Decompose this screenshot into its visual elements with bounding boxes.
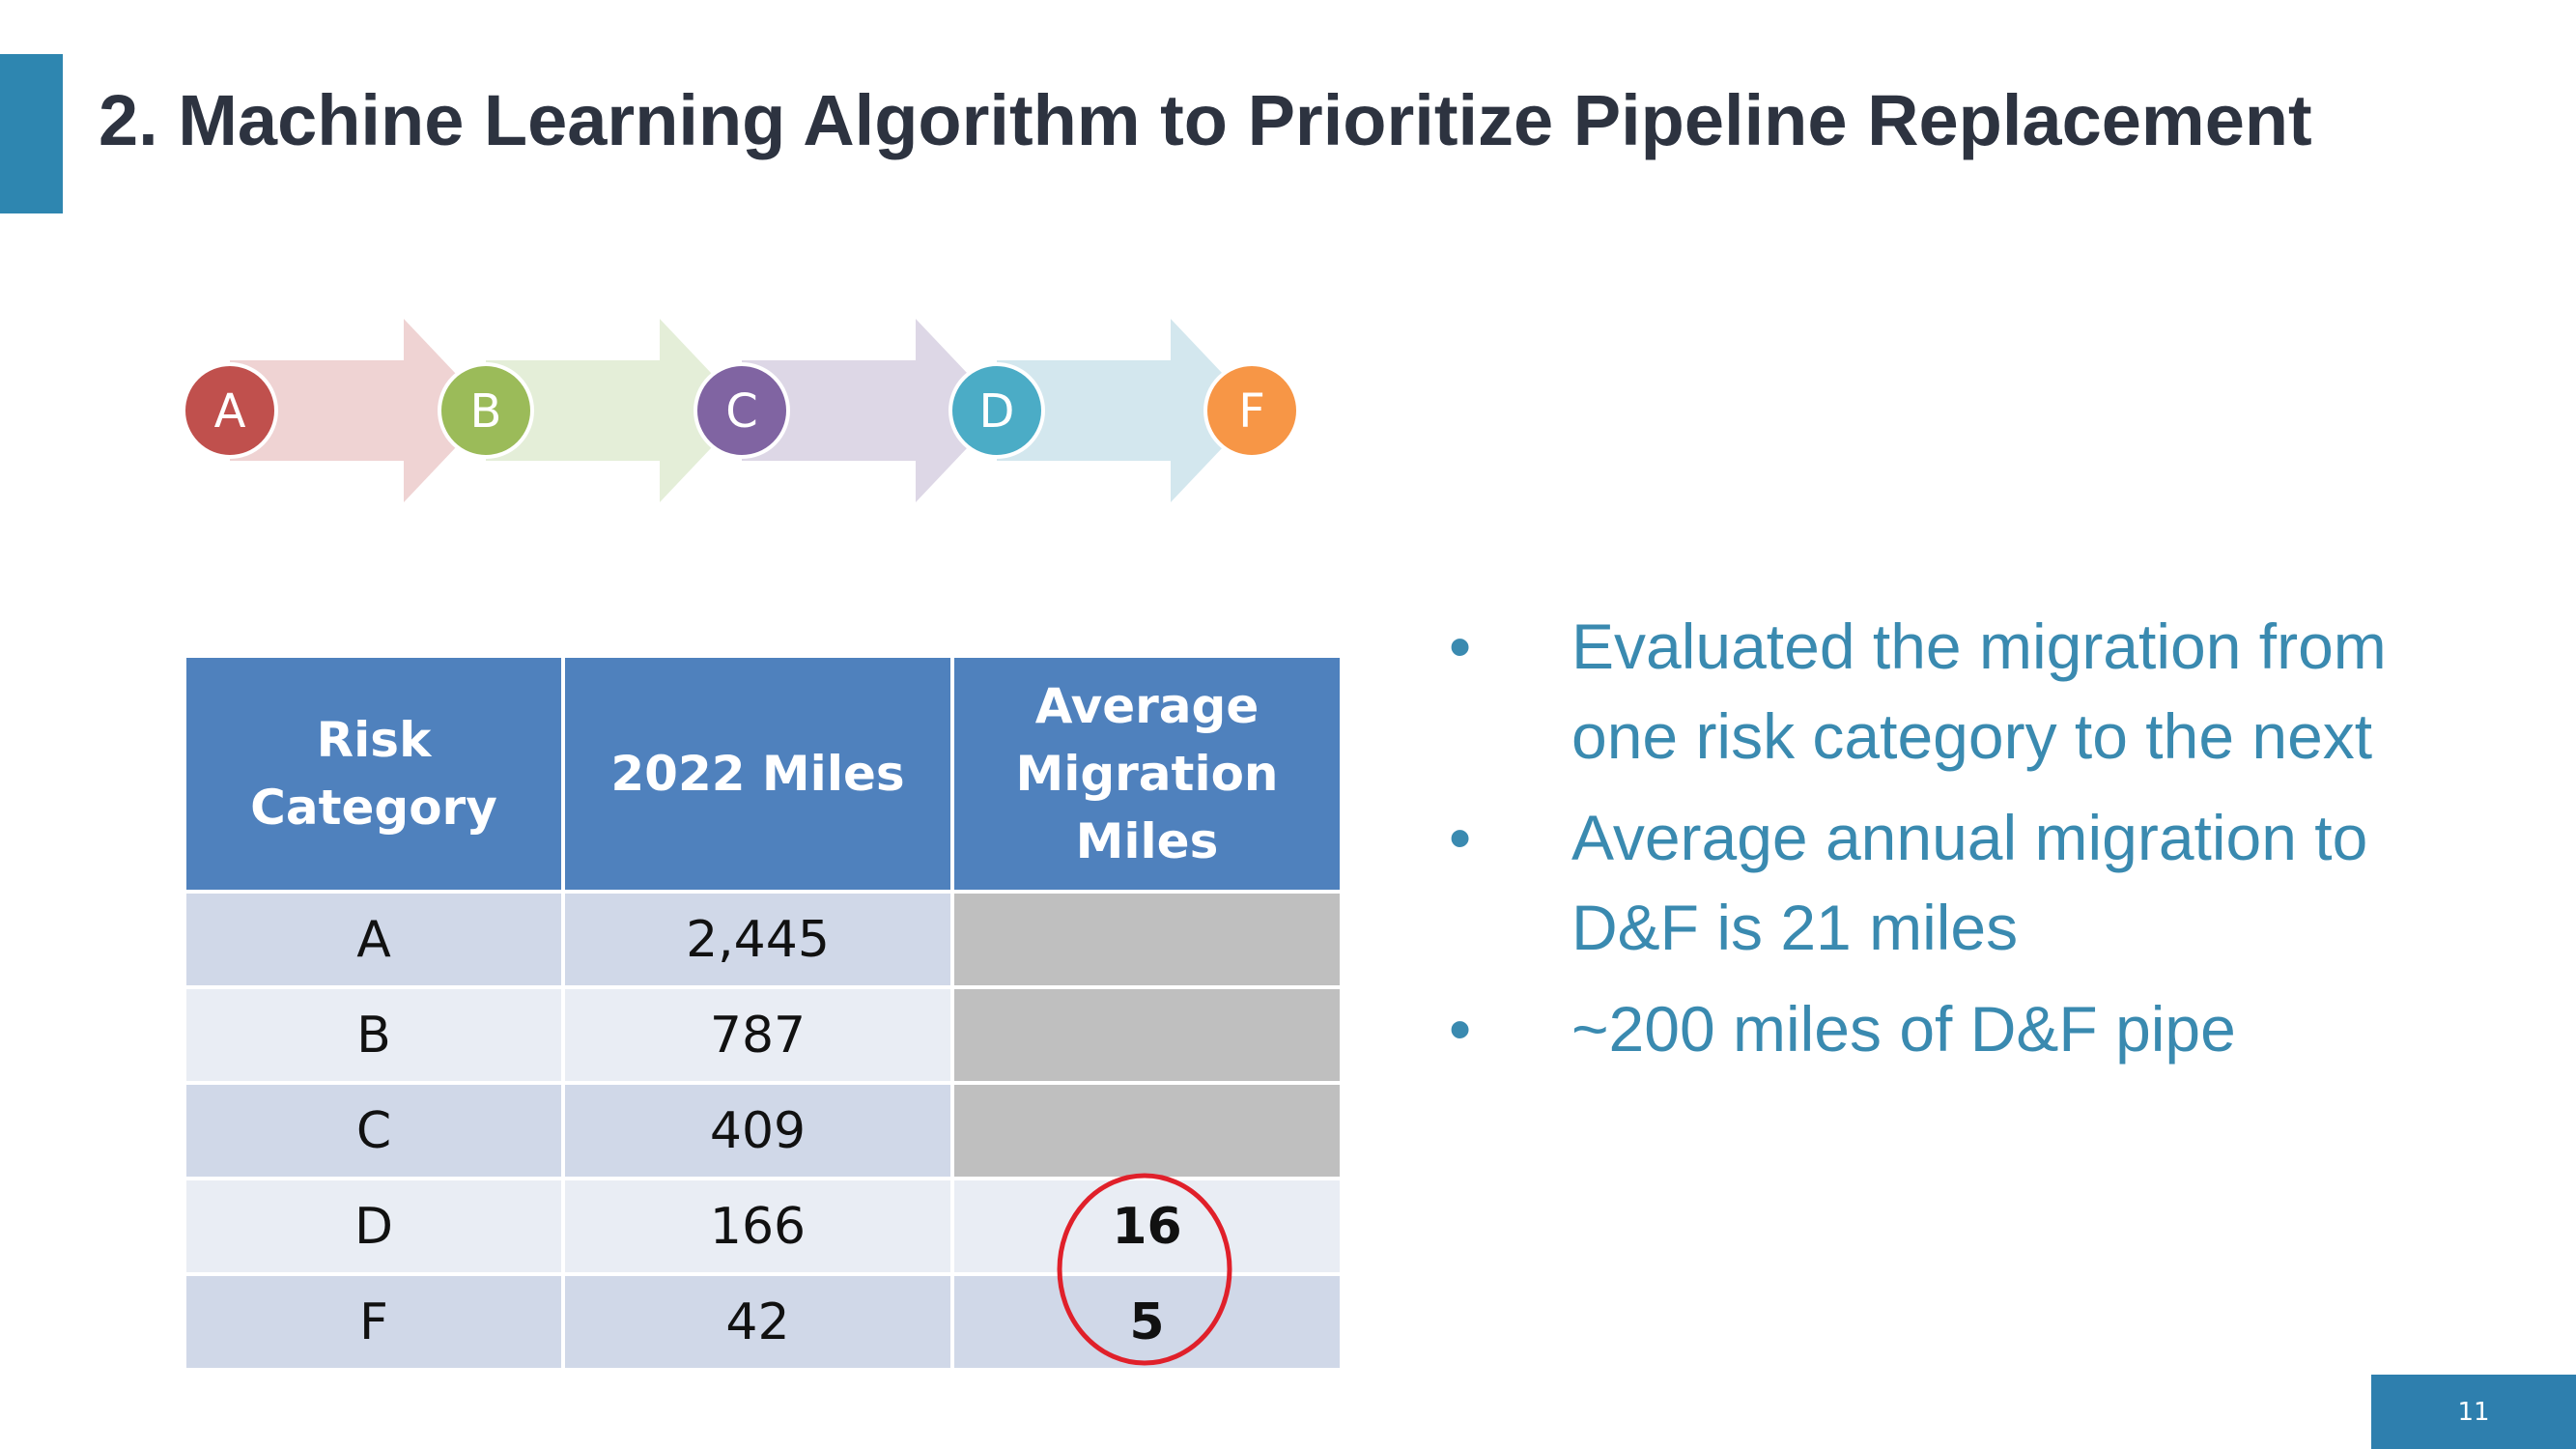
table-row: A 2,445 [183,890,1344,989]
flow-label: A [214,384,246,439]
flow-circle [948,362,1045,459]
empty-cell [950,890,1344,989]
bullet-text: Evaluated the migration from [1571,611,2387,682]
flow-arrow [486,319,747,502]
header-cell: Average Migration Miles [950,654,1344,894]
bullet-text: one risk category to the next [1571,700,2373,772]
header-cell: 2022 Miles [561,654,954,894]
slide-title: 2. Machine Learning Algorithm to Priorit… [99,80,2312,160]
bullet-text: D&F is 21 miles [1571,892,2019,963]
bullet-text: Average annual migration to [1571,802,2368,873]
table-cell: 16 [950,1177,1344,1276]
flow-circle [182,362,278,459]
highlight-circle [1057,1173,1232,1366]
header-cell: Risk Category [183,654,565,894]
table-row: D 166 16 [183,1177,1344,1276]
table-cell: D [183,1177,565,1276]
page-number: 11 [2371,1375,2576,1449]
title-bar [0,54,63,213]
table-row: F 42 5 [183,1272,1344,1372]
flow-arrow [230,319,491,502]
bullet-dot: • [1449,611,1472,682]
flow-label: B [470,384,502,439]
table-cell: 787 [561,985,954,1085]
empty-cell [950,985,1344,1085]
header-text: 2022 Miles [610,746,905,802]
bullet-dot: • [1449,802,1472,873]
flow-circle [694,362,790,459]
bullet-text: ~200 miles of D&F pipe [1571,993,2236,1065]
table-cell: 409 [561,1081,954,1180]
table-cell: 2,445 [561,890,954,989]
flow-circle [1203,362,1300,459]
table-cell: C [183,1081,565,1180]
table-cell: 166 [561,1177,954,1276]
flow-label: F [1238,384,1265,439]
table-cell: 42 [561,1272,954,1372]
table-cell: 5 [950,1272,1344,1372]
table-cell: A [183,890,565,989]
table-cell: B [183,985,565,1085]
table-cell: F [183,1272,565,1372]
header-text: Risk Category [250,712,497,836]
flow-label: D [979,384,1015,439]
flow-arrow [742,319,1003,502]
flow-arrow [997,319,1258,502]
bullet-dot: • [1449,993,1472,1065]
flow-label: C [725,384,758,439]
flow-circle [438,362,534,459]
header-text: Average Migration Miles [1015,678,1279,869]
empty-cell [950,1081,1344,1180]
risk-table: Risk Category 2022 Miles Average Migrati… [183,654,1344,1372]
table-row: C 409 [183,1081,1344,1180]
table-row: B 787 [183,985,1344,1085]
